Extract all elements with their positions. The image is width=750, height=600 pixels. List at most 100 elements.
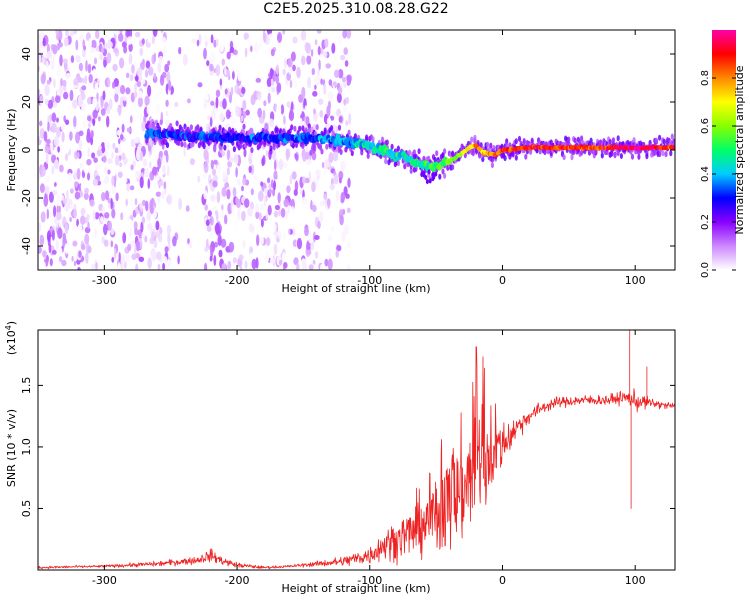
spectrogram-blob — [42, 37, 46, 47]
spectrogram-blob — [44, 84, 50, 96]
spectrogram-blob — [92, 98, 97, 108]
spectrogram-ridge-halo — [191, 141, 195, 148]
spectrogram-blob — [57, 227, 63, 239]
spectrogram-blob — [261, 157, 265, 167]
spectrogram-blob — [311, 151, 317, 161]
spectrogram-blob — [70, 188, 74, 194]
spectrogram-blob — [198, 33, 202, 45]
spectrogram-ridge-halo — [611, 137, 616, 144]
spectrogram-blob — [241, 210, 246, 222]
spectrogram-blob — [130, 164, 134, 171]
spectrogram-blob — [53, 78, 56, 89]
spectrogram-blob — [335, 190, 339, 202]
spectrogram-blob — [226, 167, 230, 176]
spectrogram-blob — [269, 246, 273, 252]
spectrogram-blob — [188, 242, 193, 249]
spectrogram-blob — [346, 30, 352, 39]
spectrogram-blob — [324, 258, 329, 267]
spectrogram-blob — [130, 240, 135, 248]
spectrogram-blob — [44, 175, 51, 183]
spectrogram-blob — [135, 240, 141, 252]
spectrogram-blob — [115, 155, 120, 166]
spectrogram-blob — [92, 118, 96, 127]
spectrogram-blob — [251, 258, 257, 270]
spectrogram-blob — [165, 110, 169, 117]
spectrogram-ridge-halo — [662, 138, 667, 145]
spectrogram-blob — [61, 259, 67, 267]
spectrogram-blob — [317, 45, 321, 56]
spectrogram-ridge-halo — [572, 149, 576, 156]
spectrogram-blob — [151, 35, 155, 45]
spectrogram-blob — [38, 232, 41, 243]
spectrogram-blob — [301, 196, 308, 205]
spectrogram-blob — [291, 227, 296, 237]
spectrogram-ridge-halo — [517, 135, 522, 142]
spectrogram-ridge-halo — [543, 149, 547, 156]
spectrogram-blob — [291, 171, 297, 180]
spectrogram-blob — [347, 264, 351, 270]
spectrogram-blob — [217, 164, 221, 173]
spectrogram-blob — [92, 109, 98, 119]
spectrogram-blob — [287, 57, 293, 68]
spectrogram-ridge-halo — [360, 149, 364, 156]
spectrogram-blob — [100, 216, 104, 224]
spectrogram-blob — [224, 182, 230, 189]
spectrogram-blob — [101, 47, 105, 53]
spectrogram-blob — [62, 79, 67, 87]
spectrogram-ridge-halo — [385, 139, 389, 146]
spectrogram-ridge-halo — [441, 152, 445, 159]
spectrogram-blob — [85, 60, 88, 72]
spectrogram-blob — [121, 41, 127, 48]
spectrogram-blob — [84, 226, 91, 234]
spectrogram-blob — [235, 167, 238, 178]
spectrogram-blob — [233, 153, 239, 163]
spectrogram-blob — [42, 250, 47, 258]
spectrogram-ridge-halo — [307, 123, 311, 130]
spectrogram-blob — [115, 192, 119, 202]
spectrogram-blob — [116, 129, 122, 136]
spectrogram-blob — [273, 243, 278, 256]
spectrogram-blob — [82, 119, 87, 130]
spectrogram-blob — [63, 91, 69, 100]
spectrogram-ridge-halo — [524, 153, 528, 160]
spectrogram-blob — [310, 241, 315, 251]
spectrogram-ridge-halo — [637, 153, 641, 160]
spectrogram-ridge-halo — [202, 143, 206, 150]
spectrogram-blob — [304, 227, 309, 237]
spectrogram-blob — [292, 36, 298, 44]
spectrogram-blob — [64, 243, 70, 254]
snr-y-tick-label: 1.5 — [20, 377, 33, 395]
spectrogram-blob — [275, 56, 281, 62]
spectrogram-blob — [335, 249, 339, 258]
spectrogram-blob — [141, 38, 145, 45]
colorbar-tick-label: 0.0 — [700, 262, 711, 278]
spectrogram-blob — [134, 198, 138, 206]
spectrogram-blob — [277, 82, 282, 93]
spectrogram-blob — [39, 127, 45, 139]
spectrogram-blob — [66, 189, 69, 201]
spectrogram-blob — [206, 60, 210, 67]
spectrogram-blob — [165, 119, 171, 127]
spectrogram-blob — [100, 96, 104, 109]
spectrogram-blob — [304, 105, 308, 116]
spectrogram-blob — [230, 115, 235, 128]
spectrogram-blob — [157, 157, 162, 169]
snr-y-tick-label: 1.0 — [20, 438, 33, 456]
spectrogram-blob — [290, 101, 294, 111]
spectrogram-blob — [155, 231, 161, 238]
spectrogram-blob — [113, 247, 117, 260]
spectrogram-blob — [315, 169, 321, 177]
spectrogram-blob — [257, 154, 263, 162]
spectrogram-blob — [232, 257, 237, 264]
spectrogram-blob — [51, 249, 57, 255]
spectrogram-blob — [88, 73, 93, 84]
spectrogram-blob — [264, 252, 270, 264]
spectrogram-blob — [155, 220, 160, 231]
spectrogram-blob — [159, 75, 165, 86]
spectrogram-blob — [53, 218, 58, 224]
spectrogram-ridge-halo — [183, 141, 187, 148]
spectrogram-blob — [45, 60, 49, 69]
spectrogram-blob — [183, 147, 186, 157]
spectrogram-blob — [39, 120, 43, 127]
spectrogram-blob — [204, 204, 208, 211]
